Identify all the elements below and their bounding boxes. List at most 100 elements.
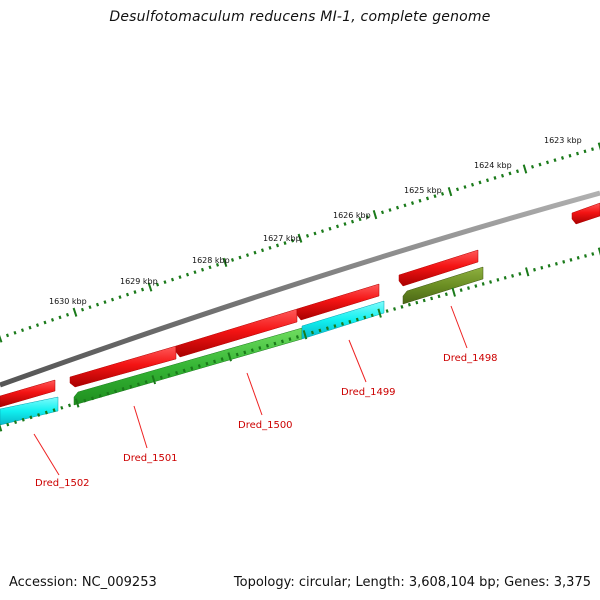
scale-minor-tick <box>320 229 325 233</box>
gene-arrow-forward <box>0 379 56 408</box>
scale-minor-tick <box>343 222 347 226</box>
gene-arrow-forward <box>398 249 479 287</box>
scale-label: 1629 kbp <box>120 277 158 286</box>
scale-minor-tick <box>554 262 558 266</box>
scale-minor-tick <box>167 373 171 377</box>
scale-minor-tick <box>489 280 493 284</box>
scale-major-tick <box>222 257 228 268</box>
scale-minor-tick <box>95 302 100 307</box>
scale-minor-tick <box>422 298 426 303</box>
gene-arrow-reverse <box>301 300 385 340</box>
scale-minor-tick <box>560 156 565 160</box>
scale-minor-tick <box>481 282 485 286</box>
scale-minor-tick <box>175 370 179 375</box>
scale-minor-tick <box>547 264 551 268</box>
scale-minor-tick <box>500 173 505 178</box>
callout-line <box>33 433 60 476</box>
scale-minor-tick <box>213 359 217 364</box>
scale-ruler-inner <box>0 247 600 432</box>
gene-label: Dred_1498 <box>443 353 498 364</box>
scale-major-tick <box>151 375 157 385</box>
callout-line <box>133 405 148 449</box>
scale-minor-tick <box>178 275 182 279</box>
scale-label: 1626 kbp <box>333 211 371 220</box>
scale-minor-tick <box>140 287 145 292</box>
scale-minor-tick <box>136 382 141 387</box>
scale-minor-tick <box>50 318 55 322</box>
scale-minor-tick <box>245 253 250 257</box>
scale-minor-tick <box>290 238 295 243</box>
scale-minor-tick <box>243 350 247 355</box>
scale-minor-tick <box>485 178 490 183</box>
scale-minor-tick <box>283 241 287 245</box>
scale-major-tick <box>302 330 308 340</box>
scale-minor-tick <box>576 151 579 156</box>
scale-minor-tick <box>380 210 385 215</box>
scale-minor-tick <box>118 295 122 299</box>
gene-arrow-forward <box>69 345 177 388</box>
scale-minor-tick <box>467 286 470 290</box>
scale-ruler-outer <box>0 142 600 343</box>
scale-minor-tick <box>295 335 299 339</box>
scale-minor-tick <box>503 276 507 280</box>
scale-minor-tick <box>21 417 25 422</box>
scale-minor-tick <box>335 224 340 229</box>
scale-major-tick <box>227 352 232 362</box>
scale-minor-tick <box>197 364 201 368</box>
genome-backbone <box>0 190 600 388</box>
scale-minor-tick <box>313 231 317 236</box>
scale-labels: 1623 kbp 1624 kbp 1625 kbp 1626 kbp 1627… <box>49 136 582 306</box>
scale-minor-tick <box>88 305 92 310</box>
scale-major-tick <box>297 233 303 243</box>
scale-minor-tick <box>545 160 550 165</box>
scale-minor-tick <box>553 158 557 163</box>
scale-label: 1628 kbp <box>192 256 230 265</box>
scale-minor-tick <box>29 415 33 420</box>
scale-minor-tick <box>583 149 587 154</box>
scale-minor-tick <box>65 312 70 317</box>
scale-major-tick <box>597 142 600 151</box>
scale-minor-tick <box>407 302 411 307</box>
scale-minor-tick <box>538 162 542 167</box>
scale-minor-tick <box>370 313 374 318</box>
scale-minor-tick <box>13 330 17 335</box>
scale-minor-tick <box>163 280 167 284</box>
scale-minor-tick <box>348 319 352 324</box>
scale-minor-tick <box>28 325 32 330</box>
scale-minor-tick <box>385 309 389 313</box>
scale-minor-tick <box>133 290 137 294</box>
scale-minor-tick <box>238 255 242 260</box>
scale-minor-tick <box>253 250 257 255</box>
scale-minor-tick <box>235 352 239 357</box>
scale-major-tick <box>597 247 600 256</box>
map-title: Desulfotomaculum reducens MI-1, complete… <box>109 9 491 25</box>
scale-minor-tick <box>220 357 224 362</box>
scale-minor-tick <box>80 307 85 312</box>
scale-minor-tick <box>6 422 10 427</box>
scale-major-tick <box>147 282 153 292</box>
scale-minor-tick <box>260 248 265 253</box>
scale-minor-tick <box>265 343 269 348</box>
scale-minor-tick <box>98 394 102 398</box>
scale-minor-tick <box>415 300 419 305</box>
scale-minor-tick <box>425 196 430 201</box>
scale-minor-tick <box>418 198 422 203</box>
scale-minor-tick <box>410 201 415 205</box>
scale-major-tick <box>447 187 453 197</box>
scale-minor-tick <box>288 337 292 342</box>
scale-minor-tick <box>515 169 520 174</box>
scale-minor-tick <box>182 368 186 373</box>
scale-minor-tick <box>340 321 344 326</box>
scale-minor-tick <box>125 292 130 297</box>
scale-minor-tick <box>455 187 460 192</box>
scale-minor-tick <box>155 282 160 287</box>
scale-major-tick <box>451 287 456 297</box>
scale-minor-tick <box>591 252 595 256</box>
scale-major-tick <box>0 423 3 432</box>
scale-minor-tick <box>91 396 95 401</box>
scale-minor-tick <box>463 185 467 189</box>
callout-line <box>450 305 468 349</box>
scale-minor-tick <box>67 403 72 408</box>
scale-major-tick <box>522 164 528 174</box>
scale-minor-tick <box>440 191 445 196</box>
